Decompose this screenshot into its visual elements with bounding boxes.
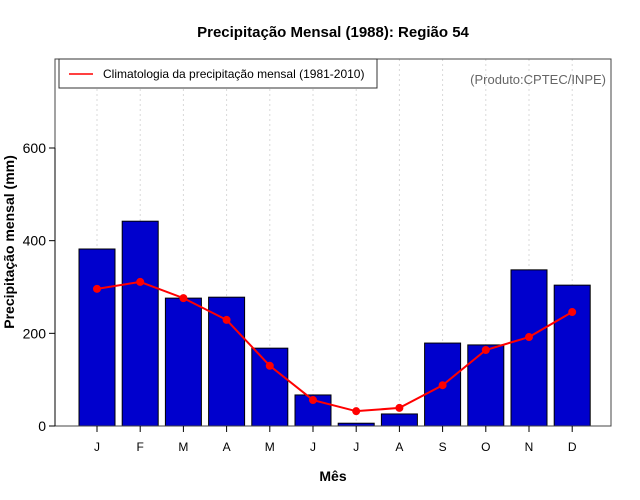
x-tick-label: A (223, 440, 231, 454)
legend: Climatologia da precipitação mensal (198… (58, 58, 378, 89)
climatology-point-11 (568, 308, 577, 317)
bar-10 (510, 269, 548, 427)
x-tick-label: O (481, 440, 490, 454)
bar-4 (251, 347, 289, 427)
climatology-point-10 (525, 333, 533, 342)
bar-2 (164, 297, 202, 427)
legend-box (58, 58, 378, 89)
x-tick-label: M (178, 440, 188, 454)
bars (78, 220, 591, 427)
climatology-point-8 (438, 381, 447, 390)
x-tick-label: J (353, 440, 359, 454)
bar-1 (121, 220, 159, 427)
x-tick-label: J (94, 440, 100, 454)
climatology-point-9 (481, 346, 490, 355)
chart-title: Precipitação Mensal (1988): Região 54 (197, 24, 469, 41)
climatology-line (93, 277, 577, 416)
climatology-point-6 (352, 407, 361, 416)
climatology-point-1 (136, 277, 145, 286)
bar-7 (380, 413, 418, 427)
y-axis-title: Precipitação mensal (mm) (1, 155, 17, 329)
x-tick-label: S (439, 440, 447, 454)
y-tick-label: 0 (38, 418, 46, 434)
x-tick-label: J (310, 440, 316, 454)
x-tick-label: M (265, 440, 275, 454)
x-axis-title: Mês (319, 468, 346, 484)
x-tick-label: D (568, 440, 577, 454)
climatology-point-2 (179, 294, 188, 303)
climatology-point-4 (265, 361, 274, 370)
y-axis: 0 200 400 600 (23, 140, 56, 434)
y-tick-label: 200 (23, 325, 47, 341)
x-tick-label: A (395, 440, 403, 454)
climatology-point-3 (222, 315, 231, 324)
bar-11 (553, 284, 591, 427)
climatology-polyline (96, 280, 573, 413)
x-tick-label: F (137, 440, 144, 454)
climatology-point-0 (93, 284, 101, 293)
y-tick-label: 600 (23, 140, 47, 156)
bar-9 (467, 344, 505, 427)
climatology-point-5 (309, 396, 317, 405)
x-tick-label: N (525, 440, 534, 454)
credit-annotation: (Produto:CPTEC/INPE) (470, 72, 606, 87)
bar-0 (78, 248, 116, 427)
y-tick-label: 400 (23, 233, 47, 249)
climatology-point-7 (395, 403, 404, 412)
legend-label: Climatologia da precipitação mensal (198… (103, 67, 364, 81)
